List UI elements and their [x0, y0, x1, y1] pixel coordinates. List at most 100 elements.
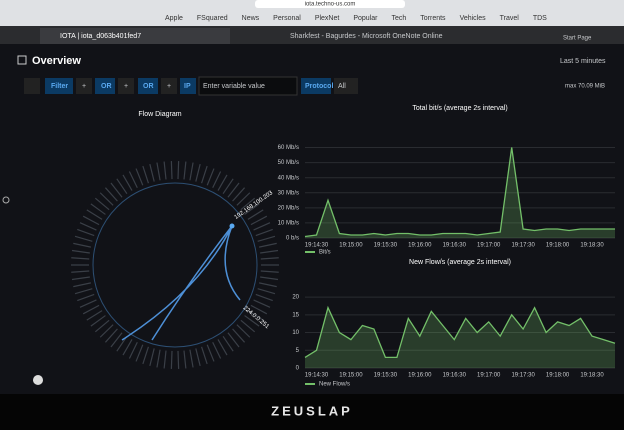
- ring-tick: [247, 209, 264, 220]
- bookmark[interactable]: FSquared: [197, 15, 228, 22]
- ring-tick: [149, 348, 155, 367]
- ring-tick: [71, 257, 90, 260]
- ring-tick: [255, 228, 273, 237]
- add-button[interactable]: [76, 78, 92, 94]
- url: iota.techno-us.com: [305, 2, 356, 8]
- protocol-button[interactable]: [301, 78, 331, 94]
- grid-icon: [17, 55, 27, 65]
- ring-tick: [82, 304, 100, 315]
- ring-tick: [77, 228, 95, 237]
- ring-tick: [260, 257, 279, 260]
- y-tick-label: 30 Mb/s: [278, 190, 299, 196]
- ring-tick: [212, 171, 222, 188]
- ring-tick: [170, 161, 173, 180]
- side-icon[interactable]: [2, 196, 10, 204]
- ip-button[interactable]: [180, 78, 196, 94]
- bookmark[interactable]: Personal: [273, 15, 301, 22]
- ring-tick: [90, 315, 106, 327]
- ring-tick: [110, 182, 123, 198]
- ring-tick: [177, 161, 180, 180]
- bookmark[interactable]: Torrents: [420, 15, 446, 22]
- or-button[interactable]: [138, 78, 158, 94]
- ring-tick: [255, 293, 273, 302]
- plus: +: [124, 83, 128, 90]
- bookmark[interactable]: Tech: [391, 15, 406, 22]
- or-button[interactable]: [95, 78, 115, 94]
- ring-tick: [74, 235, 93, 242]
- x-tick-label: 19:18:00: [546, 243, 570, 249]
- url-bar[interactable]: [255, 0, 405, 8]
- y-tick-label: 15: [292, 312, 299, 318]
- ring-tick: [99, 324, 114, 338]
- bookmark[interactable]: Vehicles: [460, 15, 487, 22]
- ip-label: IP: [184, 83, 191, 90]
- x-tick-label: 19:18:30: [580, 243, 604, 249]
- ring-tick: [201, 346, 208, 365]
- ring-tick: [156, 162, 161, 181]
- variable-input[interactable]: [198, 76, 298, 96]
- tab[interactable]: [40, 28, 230, 44]
- time-range[interactable]: Last 5 minutes: [560, 58, 606, 65]
- add-button[interactable]: [118, 78, 134, 94]
- line: [304, 147, 615, 238]
- ring-tick: [135, 344, 144, 362]
- avatar[interactable]: [33, 375, 43, 385]
- ring-tick: [128, 171, 138, 188]
- legend-label: Bit/s: [319, 250, 331, 256]
- ring-tick: [82, 215, 100, 226]
- ring-tick: [94, 197, 110, 211]
- ring-tick: [116, 178, 128, 195]
- x-tick-label: 19:14:30: [305, 373, 329, 379]
- ring-tick: [149, 163, 155, 182]
- filter-button[interactable]: [45, 78, 73, 94]
- ring-tick: [170, 350, 173, 369]
- trash-button[interactable]: [24, 78, 40, 94]
- ring-tick: [206, 344, 215, 362]
- chart-title: Total bit/s (average 2s interval): [412, 105, 507, 112]
- x-tick-label: 19:16:30: [443, 373, 467, 379]
- x-tick-label: 19:16:00: [408, 243, 432, 249]
- bookmark[interactable]: Travel: [500, 15, 520, 22]
- x-tick-label: 19:17:30: [511, 373, 535, 379]
- ring-tick: [86, 209, 103, 220]
- max-label: max 70.09 MiB: [565, 84, 605, 90]
- bookmark[interactable]: Popular: [353, 15, 378, 22]
- x-tick-label: 19:15:30: [374, 243, 398, 249]
- ring-tick: [250, 215, 268, 226]
- ring-tick: [236, 192, 251, 206]
- ring-tick: [122, 174, 133, 191]
- ring-tick: [110, 332, 123, 348]
- bookmark[interactable]: Apple: [165, 15, 183, 22]
- tab-title[interactable]: Sharkfest - Bagurdes - Microsoft OneNote…: [290, 33, 443, 40]
- bookmark[interactable]: TDS: [533, 15, 547, 22]
- tab-title[interactable]: Start Page: [563, 36, 592, 42]
- ring-tick: [227, 332, 240, 348]
- ring-tick: [258, 242, 277, 248]
- y-tick-label: 10: [292, 330, 299, 336]
- ring-tick: [195, 348, 201, 367]
- panel-title: Flow Diagram: [138, 111, 181, 118]
- protocol-value: All: [338, 83, 346, 90]
- ring-tick: [79, 222, 97, 231]
- ring-tick: [73, 242, 92, 248]
- bookmark[interactable]: PlexNet: [315, 15, 340, 22]
- ring-tick: [232, 187, 246, 202]
- ring-tick: [189, 349, 194, 368]
- ring-tick: [183, 350, 187, 369]
- add-button[interactable]: [161, 78, 177, 94]
- x-tick-label: 19:15:00: [339, 373, 363, 379]
- ring-tick: [232, 328, 246, 343]
- ring-tick: [250, 304, 268, 315]
- x-tick-label: 19:16:00: [408, 373, 432, 379]
- protocol-select[interactable]: [334, 78, 358, 94]
- y-tick-label: 20 Mb/s: [278, 205, 299, 211]
- bookmark[interactable]: News: [242, 15, 260, 22]
- ring-tick: [122, 339, 133, 356]
- tab-title[interactable]: IOTA | iota_d063b401fed7: [60, 33, 141, 40]
- ring-tick: [104, 187, 118, 202]
- ring-tick: [201, 165, 208, 184]
- ring-tick: [183, 161, 187, 180]
- y-tick-label: 20: [292, 295, 299, 301]
- ring-tick: [258, 282, 277, 288]
